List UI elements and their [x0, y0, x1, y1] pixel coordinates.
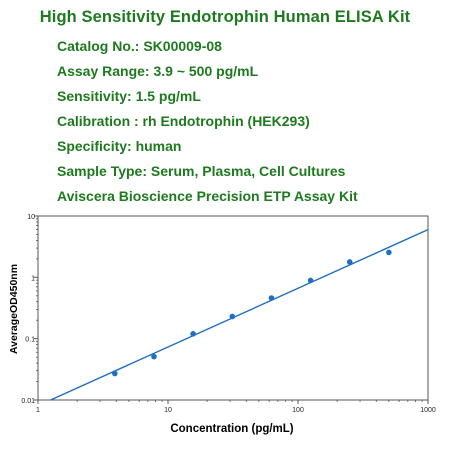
x-tick-label: 100 [292, 407, 304, 414]
kit-info-list: Catalog No.: SK00009-08 Assay Range: 3.9… [57, 34, 358, 209]
data-point [190, 331, 196, 337]
data-point [307, 277, 314, 284]
y-axis-label: AverageOD450nm [8, 264, 20, 354]
data-point [386, 249, 392, 256]
data-point [268, 295, 275, 301]
assay-range: Assay Range: 3.9 ~ 500 pg/mL [57, 63, 259, 79]
y-tick-label: 10 [27, 214, 35, 221]
specificity: Specificity: human [57, 138, 182, 154]
x-tick-label: 1000 [420, 407, 436, 414]
data-point [346, 259, 353, 265]
sample-type: Sample Type: Serum, Plasma, Cell Culture… [57, 163, 346, 179]
fit-line-group [50, 228, 428, 400]
y-tick-label: 0.01 [21, 398, 35, 405]
page-title: High Sensitivity Endotrophin Human ELISA… [39, 8, 411, 26]
calibration: Calibration : rh Endotrophin (HEK293) [57, 113, 310, 129]
data-point [229, 313, 236, 320]
data-points-group [112, 249, 392, 377]
y-tick-label: 0.1 [25, 337, 35, 344]
data-point [151, 353, 157, 360]
kit-name: Aviscera Bioscience Precision ETP Assay … [57, 188, 358, 204]
x-tick-label: 10 [164, 407, 172, 414]
chart-axes [37, 215, 429, 401]
x-axis-label: Concentration (pg/mL) [170, 423, 293, 435]
fit-line [50, 228, 428, 400]
x-tick-label: 1 [36, 407, 40, 414]
plot-frame [37, 215, 429, 401]
catalog-number: Catalog No.: SK00009-08 [57, 38, 222, 54]
chart-ticks: 1 10 100 1000 0.01 0.1 1 10 [21, 214, 436, 414]
sensitivity: Sensitivity: 1.5 pg/mL [57, 88, 201, 104]
standard-curve-chart: 1 10 100 1000 0.01 0.1 1 10 Concentration (pg/m… [8, 214, 436, 435]
data-point [112, 370, 118, 377]
y-tick-label: 1 [31, 275, 35, 282]
